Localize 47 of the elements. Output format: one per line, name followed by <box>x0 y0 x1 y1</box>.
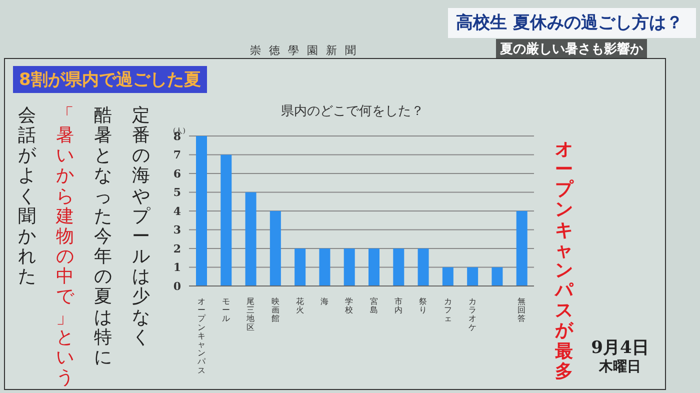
y-tick-label: 2 <box>173 242 181 256</box>
text: 9月4日 <box>590 338 650 358</box>
bar <box>245 192 256 286</box>
chart-title: 県内のどこで何をした？ <box>280 103 425 121</box>
y-tick-label: 4 <box>173 204 182 218</box>
x-tick-label: モール <box>222 297 230 324</box>
bar <box>344 248 355 286</box>
x-tick-label: 映画館 <box>271 297 280 324</box>
bar <box>319 248 330 286</box>
text: 酷暑となった今年の夏は特に <box>94 105 112 368</box>
x-tick-label: 祭り <box>419 297 428 315</box>
y-tick-label: 3 <box>173 224 181 237</box>
y-tick-label: 1 <box>173 261 181 274</box>
text: 8割が県内で過ごした夏 <box>13 66 207 93</box>
x-tick-label: カフェ <box>444 297 452 324</box>
y-tick-label: 0 <box>173 280 182 293</box>
bar <box>492 267 503 286</box>
bar <box>220 154 232 286</box>
x-tick-label: 市内 <box>394 297 402 315</box>
text: 木曜日 <box>598 358 642 376</box>
text: 崇徳學園新聞 <box>250 43 364 58</box>
text: 高校生 夏休みの過ごし方は？ <box>448 8 696 38</box>
x-tick-label: 尾三地区 <box>246 297 255 332</box>
bar <box>516 211 528 286</box>
bar <box>368 248 380 286</box>
bar <box>196 136 207 286</box>
bar <box>418 248 429 286</box>
x-tick-label: 学校 <box>344 297 354 315</box>
x-tick-label: 花火 <box>296 297 304 315</box>
bar <box>393 248 404 286</box>
text: オープンキャンパスが最多 <box>555 139 573 382</box>
text: 定番の海やプールは少なく <box>132 105 150 348</box>
x-tick-label: 宮島 <box>370 297 378 315</box>
y-tick-label: 7 <box>173 148 181 162</box>
y-tick-label: 6 <box>173 167 182 180</box>
text: 会話がよく聞かれた <box>18 105 36 288</box>
x-tick-label: 海 <box>320 297 329 306</box>
bar <box>270 211 281 286</box>
category-label: オープンキャンパス <box>197 297 206 375</box>
bar <box>294 248 306 286</box>
y-tick-label: 5 <box>173 186 181 200</box>
x-tick-label: 無回答 <box>518 297 526 324</box>
text: 夏の厳しい暑さも影響か <box>496 39 647 59</box>
x-tick-label: カラオケ <box>468 297 476 332</box>
bar <box>467 267 478 286</box>
bar <box>442 267 454 286</box>
text: 「暑いから建物の中で」という <box>56 105 74 388</box>
